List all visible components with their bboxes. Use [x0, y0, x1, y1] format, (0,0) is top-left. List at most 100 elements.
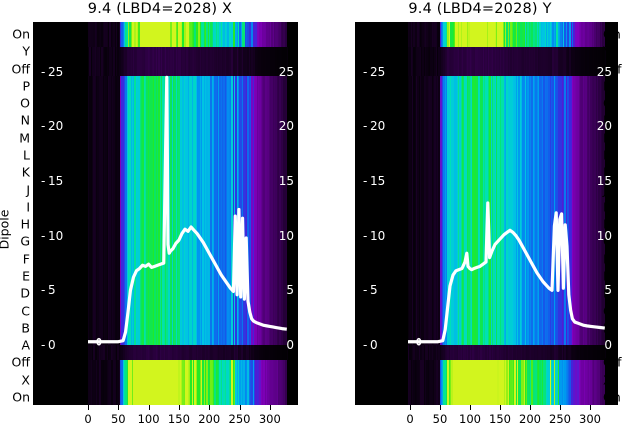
ytick-right-x-15: 15 — [278, 174, 294, 189]
category-label-right-21: On — [603, 389, 621, 405]
xtick-label-y-50: 50 — [432, 412, 448, 426]
xtick-mark-x-150 — [178, 405, 180, 410]
category-label-right-7: L — [603, 147, 610, 163]
category-label-right-17: B — [603, 320, 612, 336]
band-main-y — [408, 76, 606, 345]
category-label-right-15: D — [603, 285, 613, 301]
ytick-right-y-10: 10 — [596, 228, 612, 243]
xtick-label-y-200: 200 — [519, 412, 541, 426]
band-gap-upper-x — [88, 47, 288, 76]
ytick-right-x-20: 20 — [278, 119, 294, 134]
ytick-left-y-5: -5 — [363, 283, 378, 298]
ytick-left-x-15: -15 — [41, 174, 64, 189]
xtick-mark-y-50 — [440, 405, 441, 410]
ytick-left-x-5: -5 — [41, 283, 56, 298]
xtick-label-x-100: 100 — [137, 412, 160, 426]
category-label-left-10: I — [26, 199, 30, 215]
xtick-label-y-100: 100 — [459, 412, 481, 426]
category-label-left-19: Off — [11, 354, 30, 370]
xtick-mark-y-250 — [560, 405, 561, 410]
panel-x-xaxis: 0 50 100 150 200 250 300 — [33, 405, 298, 439]
panel-x-title: 9.4 (LBD4=2028) X — [87, 1, 233, 17]
category-label-right-14: E — [603, 268, 611, 284]
category-label-left-4: O — [20, 95, 30, 111]
xtick-mark-x-0 — [88, 405, 89, 410]
panel-x-axes: 0 5 10 15 20 25 -0 -5 -10 -15 -20 -25 — [33, 22, 298, 405]
ytick-right-y-20: 20 — [596, 119, 612, 134]
category-label-left-20: X — [21, 372, 30, 388]
xtick-label-x-150: 150 — [167, 412, 190, 426]
xtick-mark-y-300 — [590, 405, 591, 410]
ytick-right-x-10: 10 — [278, 228, 294, 243]
category-label-left-21: On — [12, 389, 30, 405]
ytick-left-x-25: -25 — [41, 64, 64, 79]
category-label-right-20: X — [603, 372, 612, 388]
ytick-right-y-25: 25 — [596, 64, 612, 79]
category-label-right-12: G — [603, 233, 613, 249]
xtick-mark-x-250 — [239, 405, 241, 410]
category-label-left-18: A — [21, 337, 30, 353]
category-label-left-2: Off — [11, 61, 30, 77]
band-gap-lower-y — [408, 345, 606, 360]
category-label-left-0: On — [12, 26, 30, 42]
xtick-mark-x-200 — [209, 405, 211, 410]
category-label-left-17: B — [21, 320, 30, 336]
right-category-axis: On Y Off P O N M L K J I H G F E D C B A Off X On — [598, 22, 640, 405]
category-label-right-2: Off — [603, 61, 622, 77]
category-label-right-19: Off — [603, 354, 622, 370]
category-label-right-0: On — [603, 26, 621, 42]
xtick-mark-x-300 — [269, 405, 271, 410]
category-label-right-18: A — [603, 337, 612, 353]
ytick-left-y-15: -15 — [363, 174, 386, 189]
ytick-left-y-0: -0 — [363, 338, 378, 352]
category-label-right-13: F — [603, 251, 611, 267]
panel-y-axes: 0 5 10 15 20 25 -0 -5 -10 -15 -20 -25 — [355, 22, 618, 405]
ytick-right-x-25: 25 — [278, 64, 294, 79]
category-label-left-7: L — [23, 147, 30, 163]
ytick-left-y-20: -20 — [363, 119, 386, 134]
category-label-left-12: G — [20, 233, 30, 249]
panel-x-heatmap-stack: 0 5 10 15 20 25 — [88, 22, 294, 405]
category-label-left-8: K — [21, 164, 30, 180]
category-label-right-4: O — [603, 95, 613, 111]
xtick-mark-y-100 — [470, 405, 471, 410]
xtick-mark-y-200 — [530, 405, 531, 410]
panel-y: 9.4 (LBD4=2028) Y 0 5 10 15 20 25 -0 -5 -10 -15 -… — [320, 0, 640, 440]
band-gap-upper-y — [408, 47, 606, 76]
panel-y-title: 9.4 (LBD4=2028) Y — [408, 1, 552, 17]
category-label-left-5: N — [20, 112, 30, 128]
xtick-label-x-200: 200 — [198, 412, 221, 426]
category-label-left-6: M — [19, 130, 30, 146]
category-label-right-11: H — [603, 216, 613, 232]
xtick-label-y-0: 0 — [406, 412, 414, 426]
band-main-x — [88, 76, 288, 345]
left-category-axis: Dipole On Y Off P O N M L K J I H G F E D C B A Off X On — [0, 22, 33, 405]
band-bottom-y — [408, 360, 606, 405]
panel-y-xaxis: 0 50 100 150 200 250 300 — [355, 405, 618, 439]
ytick-left-x-20: -20 — [41, 119, 64, 134]
category-label-right-6: M — [603, 130, 614, 146]
ytick-left-y-25: -25 — [363, 64, 386, 79]
xtick-label-y-300: 300 — [579, 412, 601, 426]
panel-x: 9.4 (LBD4=2028) X 0 5 10 15 20 25 -0 -5 -10 -15 -… — [33, 1, 298, 439]
category-label-left-14: E — [22, 268, 30, 284]
xtick-mark-x-100 — [148, 405, 150, 410]
xtick-mark-x-50 — [118, 405, 120, 410]
category-label-left-9: J — [26, 182, 30, 198]
category-label-left-13: F — [22, 251, 30, 267]
ytick-left-x-0: -0 — [41, 338, 56, 352]
category-label-left-15: D — [20, 285, 30, 301]
xtick-mark-y-0 — [410, 405, 411, 410]
category-label-right-16: C — [603, 303, 612, 319]
category-label-left-16: C — [21, 303, 30, 319]
category-label-right-3: P — [603, 78, 611, 94]
ytick-right-y-15: 15 — [596, 174, 612, 189]
xtick-mark-y-150 — [500, 405, 501, 410]
band-top-y — [408, 22, 606, 47]
panel-y-heatmap-stack: 0 5 10 15 20 25 — [408, 22, 612, 405]
xtick-label-x-50: 50 — [110, 412, 126, 426]
category-label-right-5: N — [603, 112, 613, 128]
band-gap-lower-x — [88, 345, 288, 360]
ytick-right-x-5: 5 — [286, 283, 294, 298]
